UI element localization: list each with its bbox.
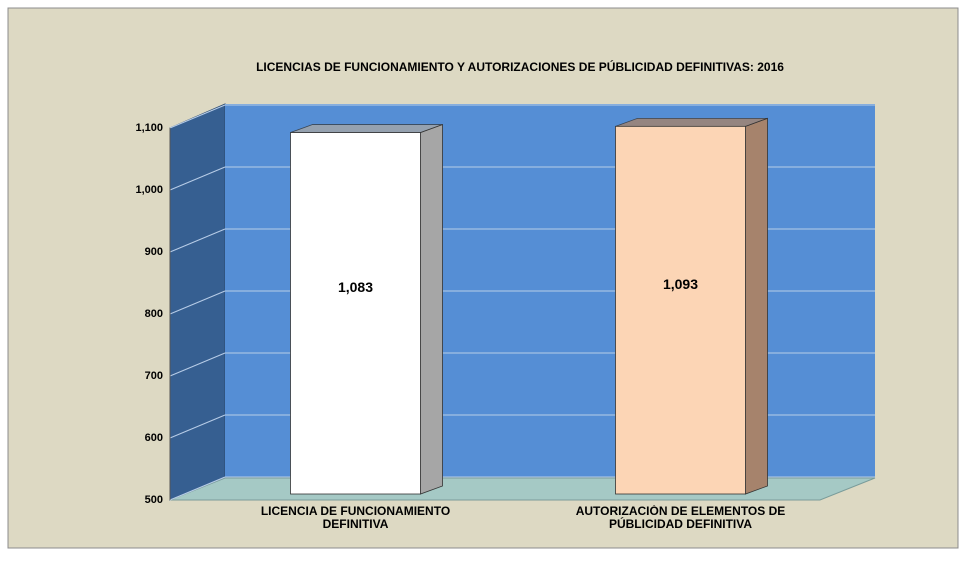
y-tick-label: 900 <box>145 246 163 258</box>
grid-line <box>169 104 226 129</box>
x-label-box: LICENCIA DE FUNCIONAMIENTO DEFINITIVA <box>260 505 451 531</box>
x-label-box: AUTORIZACIÓN DE ELEMENTOS DE PÚBLICIDAD … <box>575 505 786 531</box>
y-tick-label: 800 <box>145 308 163 320</box>
bar-top <box>290 124 443 133</box>
bar-top <box>615 117 768 127</box>
bar-side <box>420 123 443 495</box>
bar <box>290 132 421 495</box>
x-tick-label: LICENCIA DE FUNCIONAMIENTO DEFINITIVA <box>260 505 451 531</box>
y-tick-label: 500 <box>145 494 163 506</box>
grid-line <box>169 414 226 439</box>
x-tick-label: AUTORIZACIÓN DE ELEMENTOS DE PÚBLICIDAD … <box>575 505 786 531</box>
bar <box>615 125 746 495</box>
y-tick-label: 600 <box>145 432 163 444</box>
value-label: 1,093 <box>663 276 698 292</box>
floor <box>169 477 876 501</box>
grid-line <box>169 290 226 315</box>
bar-side <box>745 117 768 495</box>
grid-line <box>169 228 226 253</box>
grid-line <box>169 352 226 377</box>
y-tick-label: 1,100 <box>135 122 163 134</box>
grid-line <box>169 166 226 191</box>
y-tick-label: 700 <box>145 370 163 382</box>
value-label: 1,083 <box>338 279 373 295</box>
grid-line <box>169 476 226 501</box>
chart-title: LICENCIAS DE FUNCIONAMIENTO Y AUTORIZACI… <box>256 59 784 74</box>
y-tick-label: 1,000 <box>135 184 163 196</box>
